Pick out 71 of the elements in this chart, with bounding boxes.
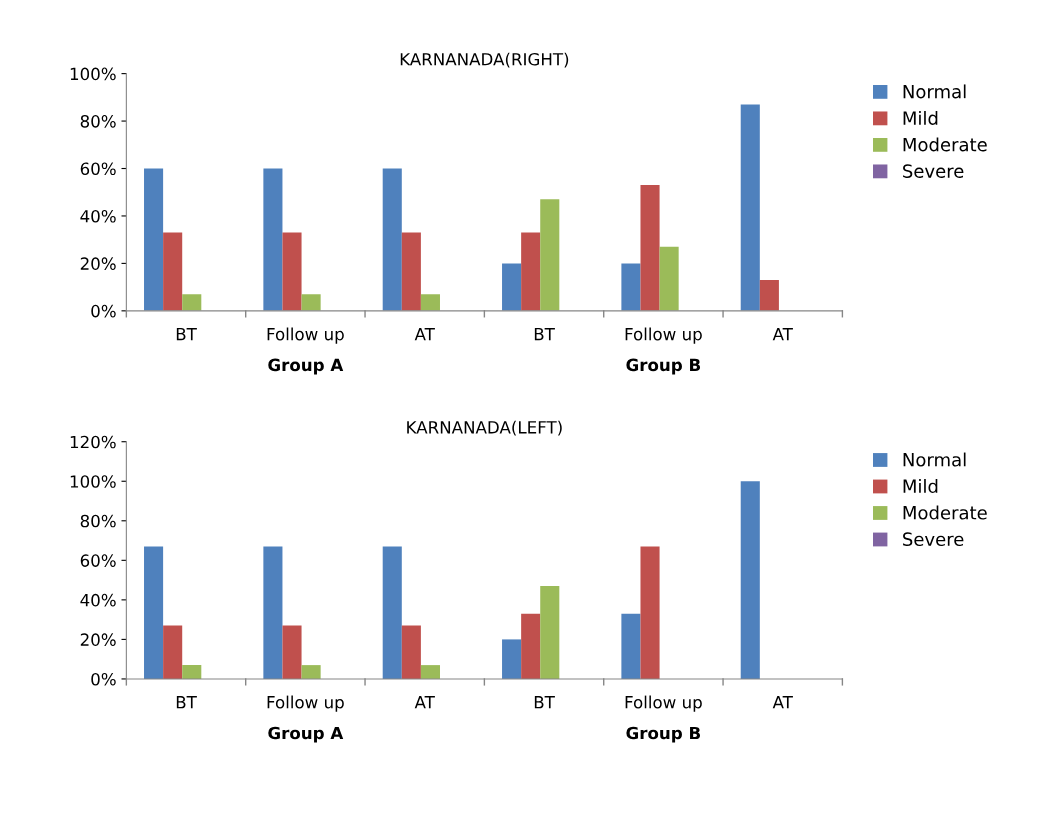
y-tick-label: 100% — [70, 475, 116, 488]
bar — [382, 168, 402, 311]
y-tick-label: 60% — [80, 554, 116, 567]
bar — [182, 294, 202, 311]
bar — [659, 246, 679, 311]
bar — [521, 232, 541, 311]
chart-title: KARNANADA(RIGHT) — [400, 52, 569, 68]
bar — [420, 665, 440, 679]
bar — [621, 613, 641, 679]
x-tick-label: Follow up — [625, 327, 702, 344]
legend-label: Normal — [903, 452, 966, 467]
legend-label: Moderate — [903, 137, 987, 152]
x-tick-label: BT — [176, 696, 197, 709]
y-tick-label: 40% — [80, 593, 116, 607]
bar — [263, 168, 283, 311]
y-tick-label: 0% — [91, 672, 116, 686]
bar — [263, 546, 283, 679]
bar — [740, 104, 760, 311]
y-tick-label: 120% — [70, 435, 116, 449]
text: Group A — [268, 726, 344, 743]
bar — [144, 546, 164, 679]
x-tick-label: AT — [772, 696, 793, 709]
legend-label: Normal — [903, 84, 966, 99]
bar — [182, 665, 202, 679]
bar — [382, 546, 402, 679]
bar — [163, 232, 183, 311]
bar — [401, 625, 421, 679]
bar — [502, 263, 522, 311]
text: Group B — [626, 726, 701, 743]
x-tick-label: AT — [414, 696, 435, 709]
y-tick-label: 0% — [91, 304, 116, 318]
bar — [301, 665, 321, 679]
x-tick-label: BT — [176, 328, 197, 341]
y-tick-label: 40% — [80, 209, 116, 223]
text: Group B — [626, 358, 701, 375]
x-tick-label: BT — [534, 328, 555, 341]
bar — [540, 586, 560, 679]
bar — [282, 625, 302, 679]
legend-label: Moderate — [903, 505, 987, 520]
y-tick-label: 60% — [80, 162, 116, 176]
legend-label: Mild — [903, 110, 938, 125]
legend-label: Severe — [903, 164, 964, 178]
legend-label: Mild — [903, 479, 938, 494]
bar — [540, 199, 560, 311]
bar — [144, 168, 164, 311]
x-tick-label: Follow up — [625, 695, 702, 712]
bar — [759, 280, 779, 311]
legend-label: Severe — [903, 532, 964, 547]
bar — [163, 625, 183, 679]
bar — [301, 294, 321, 311]
y-tick-label: 20% — [80, 257, 116, 270]
bar — [621, 263, 641, 311]
bar — [640, 546, 660, 679]
text: Group A — [268, 358, 344, 375]
bar — [401, 232, 421, 311]
y-tick-label: 20% — [80, 633, 116, 646]
x-tick-label: Follow up — [267, 327, 344, 344]
y-tick-label: 100% — [70, 67, 116, 81]
bar — [640, 185, 660, 311]
y-tick-label: 80% — [80, 514, 116, 528]
y-tick-label: 80% — [80, 115, 116, 128]
x-tick-label: AT — [772, 328, 793, 341]
chart-title: KARNANADA(LEFT) — [407, 420, 562, 436]
bar — [521, 613, 541, 679]
bar — [282, 232, 302, 311]
bar — [420, 294, 440, 311]
bar — [740, 481, 760, 679]
bar — [502, 639, 522, 679]
x-tick-label: Follow up — [267, 695, 344, 712]
x-tick-label: AT — [414, 328, 435, 341]
x-tick-label: BT — [534, 696, 555, 709]
